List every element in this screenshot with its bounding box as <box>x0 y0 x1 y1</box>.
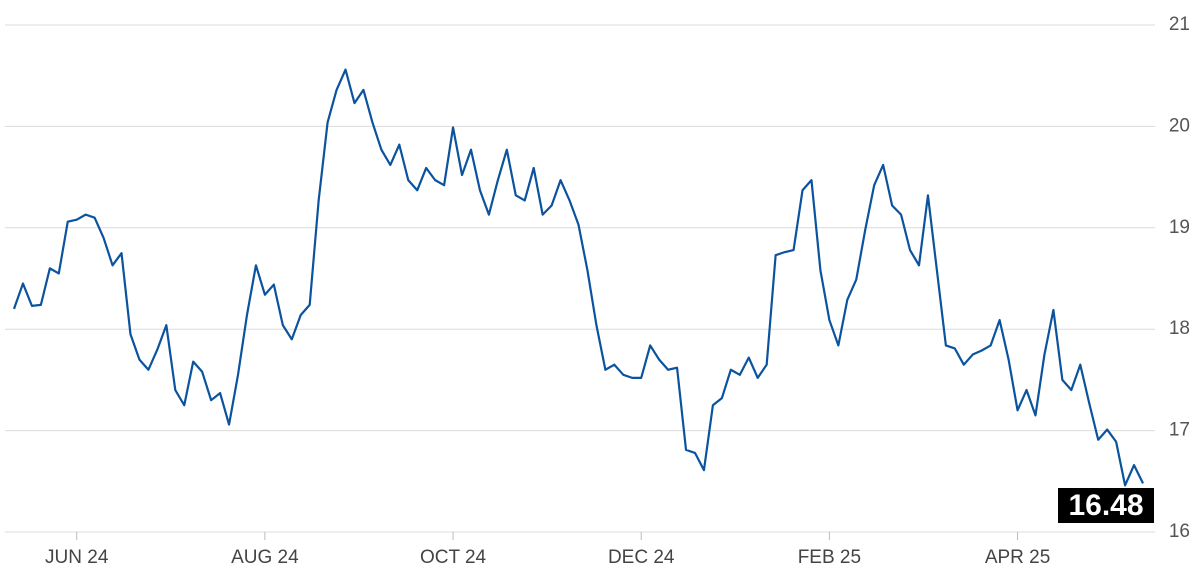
y-tick-label: 20 <box>1169 115 1190 136</box>
last-value-box <box>1058 488 1154 523</box>
x-tick-label: FEB 25 <box>798 547 861 568</box>
y-tick-label: 18 <box>1169 318 1190 339</box>
x-tick-label: AUG 24 <box>231 547 299 568</box>
y-tick-label: 17 <box>1169 420 1190 441</box>
price-line <box>12 68 1144 487</box>
x-tick-label: JUN 24 <box>45 547 109 568</box>
y-tick-label: 16 <box>1169 521 1190 542</box>
y-tick-label: 19 <box>1169 217 1190 238</box>
x-tick-label: APR 25 <box>985 547 1050 568</box>
x-tick-label: OCT 24 <box>420 547 487 568</box>
y-tick-label: 21 <box>1169 14 1190 35</box>
last-value-label: 16.48 <box>1068 489 1143 522</box>
x-tick-label: DEC 24 <box>608 547 675 568</box>
